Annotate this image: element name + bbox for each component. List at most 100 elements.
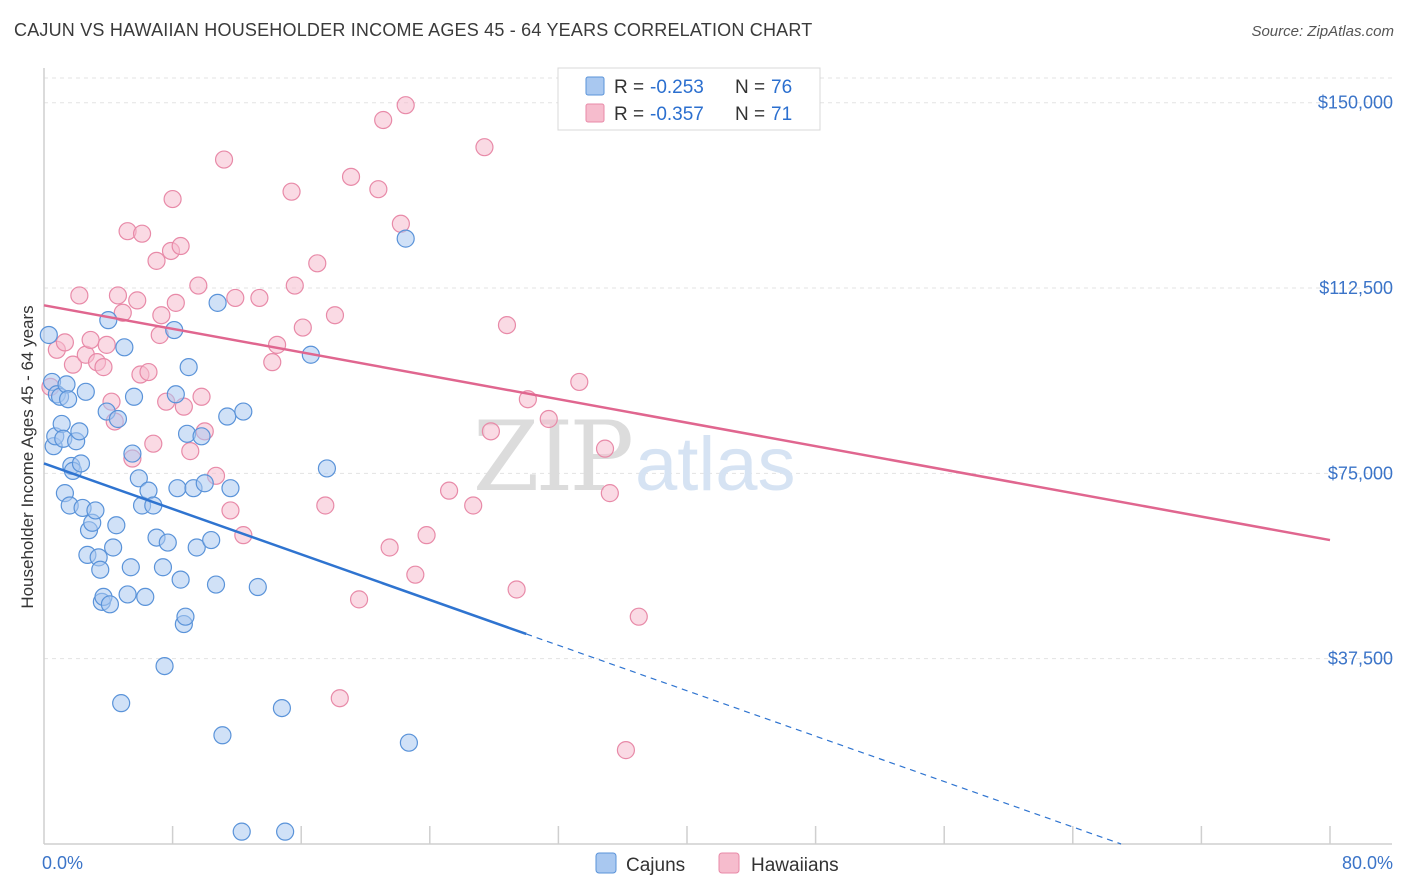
cajuns-point [187, 538, 206, 557]
hawaiians-point [406, 565, 425, 584]
bottom-legend-cajuns-label: Cajuns [626, 855, 685, 876]
cajuns-point [86, 501, 105, 520]
hawaiians-point [226, 288, 245, 308]
legend: R = -0.253 N = 76 R = -0.357 N = 71 [557, 67, 821, 131]
hawaiians-point [507, 580, 526, 599]
hawaiians-point [396, 96, 415, 115]
hawaiians-point [192, 387, 211, 406]
cajuns-point [276, 822, 295, 841]
hawaiians-point [139, 362, 158, 382]
hawaiians-point [369, 180, 388, 199]
hawaiians-point [380, 538, 399, 557]
y-tick-label: $75,000 [1328, 463, 1393, 483]
legend-cajuns-n-label: N = [735, 77, 765, 98]
bottom-legend-cajuns-swatch [595, 852, 617, 874]
hawaiians-point [570, 372, 589, 392]
bottom-legend-hawaiians-swatch [718, 852, 740, 874]
cajuns-point [99, 311, 118, 330]
cajuns-point [158, 533, 177, 552]
cajuns-point [179, 358, 198, 377]
cajuns-point [248, 577, 267, 597]
cajuns-point [192, 427, 211, 446]
hawaiians-point [63, 355, 83, 374]
cajuns-point [104, 538, 123, 557]
hawaiians-point [325, 306, 345, 325]
hawaiians-point [113, 303, 132, 322]
hawaiians-point [132, 224, 152, 243]
hawaiians-point [616, 741, 636, 760]
hawaiians-point [316, 496, 335, 515]
cajuns-point [202, 530, 221, 550]
cajuns-point [129, 469, 148, 488]
cajuns-point [171, 570, 190, 589]
cajuns-point [272, 698, 292, 718]
hawaiians-point [221, 501, 240, 520]
cajuns-point [136, 587, 155, 607]
cajuns-point [108, 409, 128, 429]
cajuns-point [124, 387, 144, 406]
cajuns-point [218, 407, 237, 426]
hawaiians-point [497, 315, 517, 335]
hawaiians-point [285, 276, 304, 295]
cajuns-point [234, 402, 253, 421]
hawaiians-point [181, 442, 200, 461]
hawaiians-point [341, 167, 361, 186]
cajuns-point [155, 656, 174, 676]
hawaiians-point [263, 353, 282, 372]
chart-source: Source: ZipAtlas.com [1251, 23, 1394, 40]
hawaiians-points [41, 96, 648, 760]
hawaiians-point [97, 335, 116, 354]
cajuns-point [399, 733, 419, 752]
cajuns-point [208, 293, 227, 312]
cajuns-point [70, 422, 89, 441]
legend-hawaiians-r-value: -0.357 [650, 104, 704, 125]
cajuns-point [232, 822, 251, 841]
watermark: ZIP atlas [473, 401, 796, 513]
legend-hawaiians-swatch [585, 103, 605, 123]
legend-cajuns-r-label: R = [614, 77, 644, 98]
cajuns-point [206, 575, 226, 594]
hawaiians-point [147, 251, 166, 270]
hawaiians-point [171, 236, 190, 256]
cajuns-trend-line [43, 462, 527, 636]
hawaiians-point [417, 526, 436, 545]
hawaiians-point [464, 496, 483, 515]
cajuns-point [396, 229, 415, 248]
hawaiians-point [55, 333, 74, 352]
tick-labels: $37,500 $75,000 $112,500 $150,000 0.0% 80.0% [42, 93, 1393, 873]
cajuns-point [91, 560, 110, 579]
cajuns-point [115, 338, 134, 357]
cajuns-point [221, 479, 240, 498]
hawaiians-point [330, 689, 349, 708]
hawaiians-point [629, 607, 648, 626]
trend-lines [43, 304, 1331, 845]
hawaiians-point [475, 138, 494, 157]
cajuns-point [100, 595, 120, 614]
legend-hawaiians-r-label: R = [614, 104, 644, 125]
cajuns-point [317, 459, 337, 478]
hawaiians-point [70, 286, 89, 305]
y-tick-label: $37,500 [1328, 649, 1393, 669]
cajuns-point [176, 607, 195, 626]
hawaiians-point [439, 481, 459, 500]
hawaiians-point [128, 291, 147, 310]
cajuns-points [39, 229, 419, 841]
legend-cajuns-r-value: -0.253 [650, 77, 704, 98]
grid-lines [44, 77, 1392, 660]
cajuns-point [76, 382, 95, 401]
chart-title: CAJUN VS HAWAIIAN HOUSEHOLDER INCOME AGE… [14, 20, 813, 40]
x-tick-label-start: 0.0% [42, 853, 83, 873]
axes [43, 68, 1392, 845]
cajuns-trend-extension [526, 633, 1122, 845]
cajuns-point [166, 385, 185, 404]
hawaiians-point [267, 335, 287, 354]
cajuns-point [71, 454, 91, 473]
x-tick-label-end: 80.0% [1342, 853, 1393, 873]
cajuns-point [107, 516, 126, 535]
hawaiians-point [349, 590, 369, 609]
legend-hawaiians-n-label: N = [735, 104, 765, 125]
hawaiians-point [595, 439, 615, 458]
hawaiians-point [94, 358, 113, 377]
hawaiians-point [282, 182, 301, 201]
cajuns-point [112, 694, 131, 713]
